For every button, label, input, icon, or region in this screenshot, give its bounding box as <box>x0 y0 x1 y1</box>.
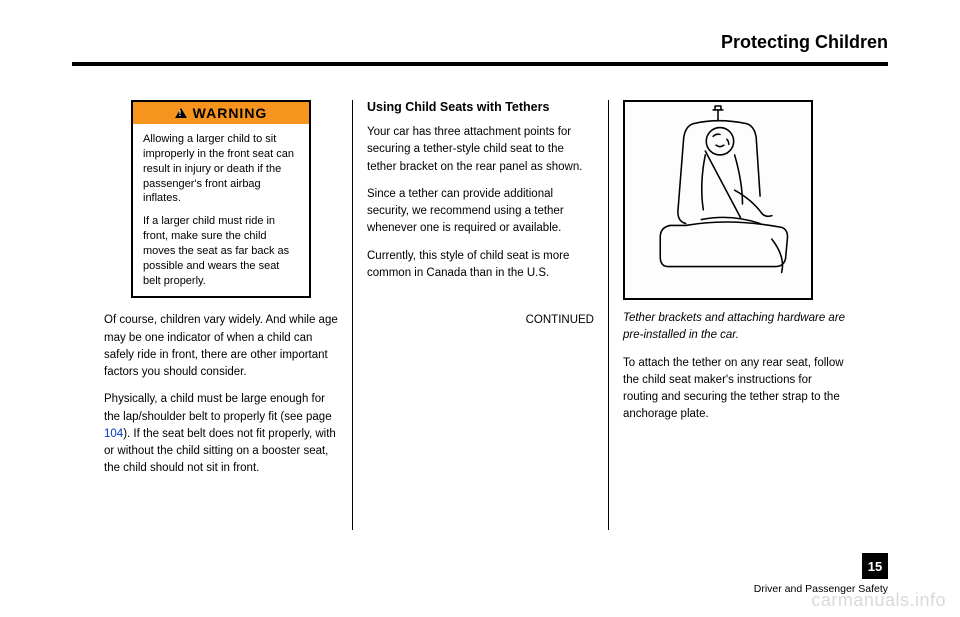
page-number: 15 <box>862 553 888 579</box>
warning-heading-text: WARNING <box>193 105 268 121</box>
watermark: carmanuals.info <box>811 590 946 611</box>
col1-para-b: Physically, a child must be large enough… <box>104 391 338 477</box>
header-rule <box>72 62 888 65</box>
warning-triangle-icon <box>175 108 187 118</box>
warning-p2: If a larger child must ride in front, ma… <box>143 214 299 288</box>
content-columns: WARNING Allowing a larger child to sit i… <box>96 100 888 530</box>
column-3: Tether brackets and attaching hardware a… <box>608 100 858 530</box>
warning-box: WARNING Allowing a larger child to sit i… <box>131 100 311 298</box>
continued-label: CONTINUED <box>367 312 594 329</box>
warning-header: WARNING <box>133 102 309 124</box>
column-1: WARNING Allowing a larger child to sit i… <box>96 100 346 530</box>
col1-para-b-lead: Physically, a child must be large enough… <box>104 393 332 422</box>
col2-p1: Your car has three attachment points for… <box>367 124 594 176</box>
page-link-104[interactable]: 104 <box>104 428 123 440</box>
warning-p1: Allowing a larger child to sit improperl… <box>143 132 299 206</box>
column-2: Using Child Seats with Tethers Your car … <box>352 100 602 530</box>
col2-p3: Currently, this style of child seat is m… <box>367 248 594 283</box>
col2-heading: Using Child Seats with Tethers <box>367 100 594 114</box>
seat-svg <box>625 102 811 298</box>
col2-p2: Since a tether can provide additional se… <box>367 186 594 238</box>
page-title: Protecting Children <box>721 32 888 53</box>
warning-body: Allowing a larger child to sit improperl… <box>133 124 309 296</box>
child-seat-illustration <box>623 100 813 300</box>
col1-para-a: Of course, children vary widely. And whi… <box>104 312 338 381</box>
col3-p1: To attach the tether on any rear seat, f… <box>623 355 850 424</box>
col1-para-b-tail: ). If the seat belt does not fit properl… <box>104 428 336 475</box>
col3-note: Tether brackets and attaching hardware a… <box>623 310 850 345</box>
